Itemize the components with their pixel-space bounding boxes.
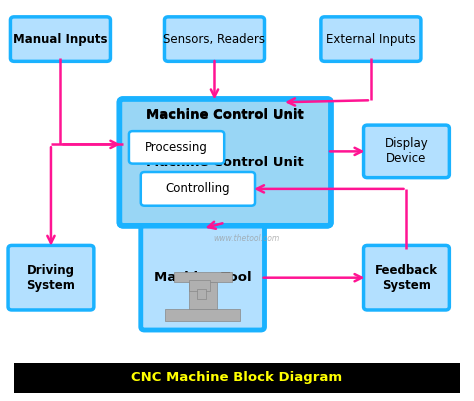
- FancyBboxPatch shape: [189, 282, 217, 309]
- Text: Machine Tool: Machine Tool: [154, 271, 251, 284]
- Text: Processing: Processing: [145, 141, 208, 154]
- Text: Processing: Processing: [145, 141, 208, 154]
- Text: Feedback
System: Feedback System: [375, 264, 438, 292]
- FancyBboxPatch shape: [119, 99, 331, 226]
- FancyBboxPatch shape: [141, 172, 255, 206]
- Text: CNC Machine Block Diagram: CNC Machine Block Diagram: [131, 371, 343, 384]
- Text: Machine Control Unit: Machine Control Unit: [146, 108, 304, 121]
- Text: Machine Control Unit: Machine Control Unit: [146, 156, 304, 169]
- FancyBboxPatch shape: [119, 99, 331, 226]
- FancyBboxPatch shape: [364, 125, 449, 178]
- FancyBboxPatch shape: [10, 17, 110, 61]
- FancyBboxPatch shape: [129, 131, 224, 164]
- Text: Controlling: Controlling: [165, 182, 230, 195]
- FancyBboxPatch shape: [364, 245, 449, 310]
- FancyBboxPatch shape: [321, 17, 421, 61]
- Text: Display
Device: Display Device: [384, 138, 428, 165]
- FancyBboxPatch shape: [8, 245, 94, 310]
- Text: Driving
System: Driving System: [27, 264, 75, 292]
- FancyBboxPatch shape: [164, 17, 264, 61]
- Text: Machine Control Unit: Machine Control Unit: [146, 109, 304, 122]
- FancyBboxPatch shape: [141, 225, 264, 330]
- FancyBboxPatch shape: [129, 131, 224, 164]
- FancyBboxPatch shape: [189, 279, 210, 292]
- Text: Manual Inputs: Manual Inputs: [13, 32, 108, 46]
- FancyBboxPatch shape: [141, 172, 255, 206]
- Text: Sensors, Readers: Sensors, Readers: [164, 32, 265, 46]
- Text: www.thetool.com: www.thetool.com: [213, 234, 280, 243]
- Text: External Inputs: External Inputs: [326, 32, 416, 46]
- FancyBboxPatch shape: [197, 290, 206, 299]
- Text: Controlling: Controlling: [165, 182, 230, 195]
- FancyBboxPatch shape: [14, 363, 460, 393]
- FancyBboxPatch shape: [173, 272, 232, 282]
- FancyBboxPatch shape: [165, 309, 240, 321]
